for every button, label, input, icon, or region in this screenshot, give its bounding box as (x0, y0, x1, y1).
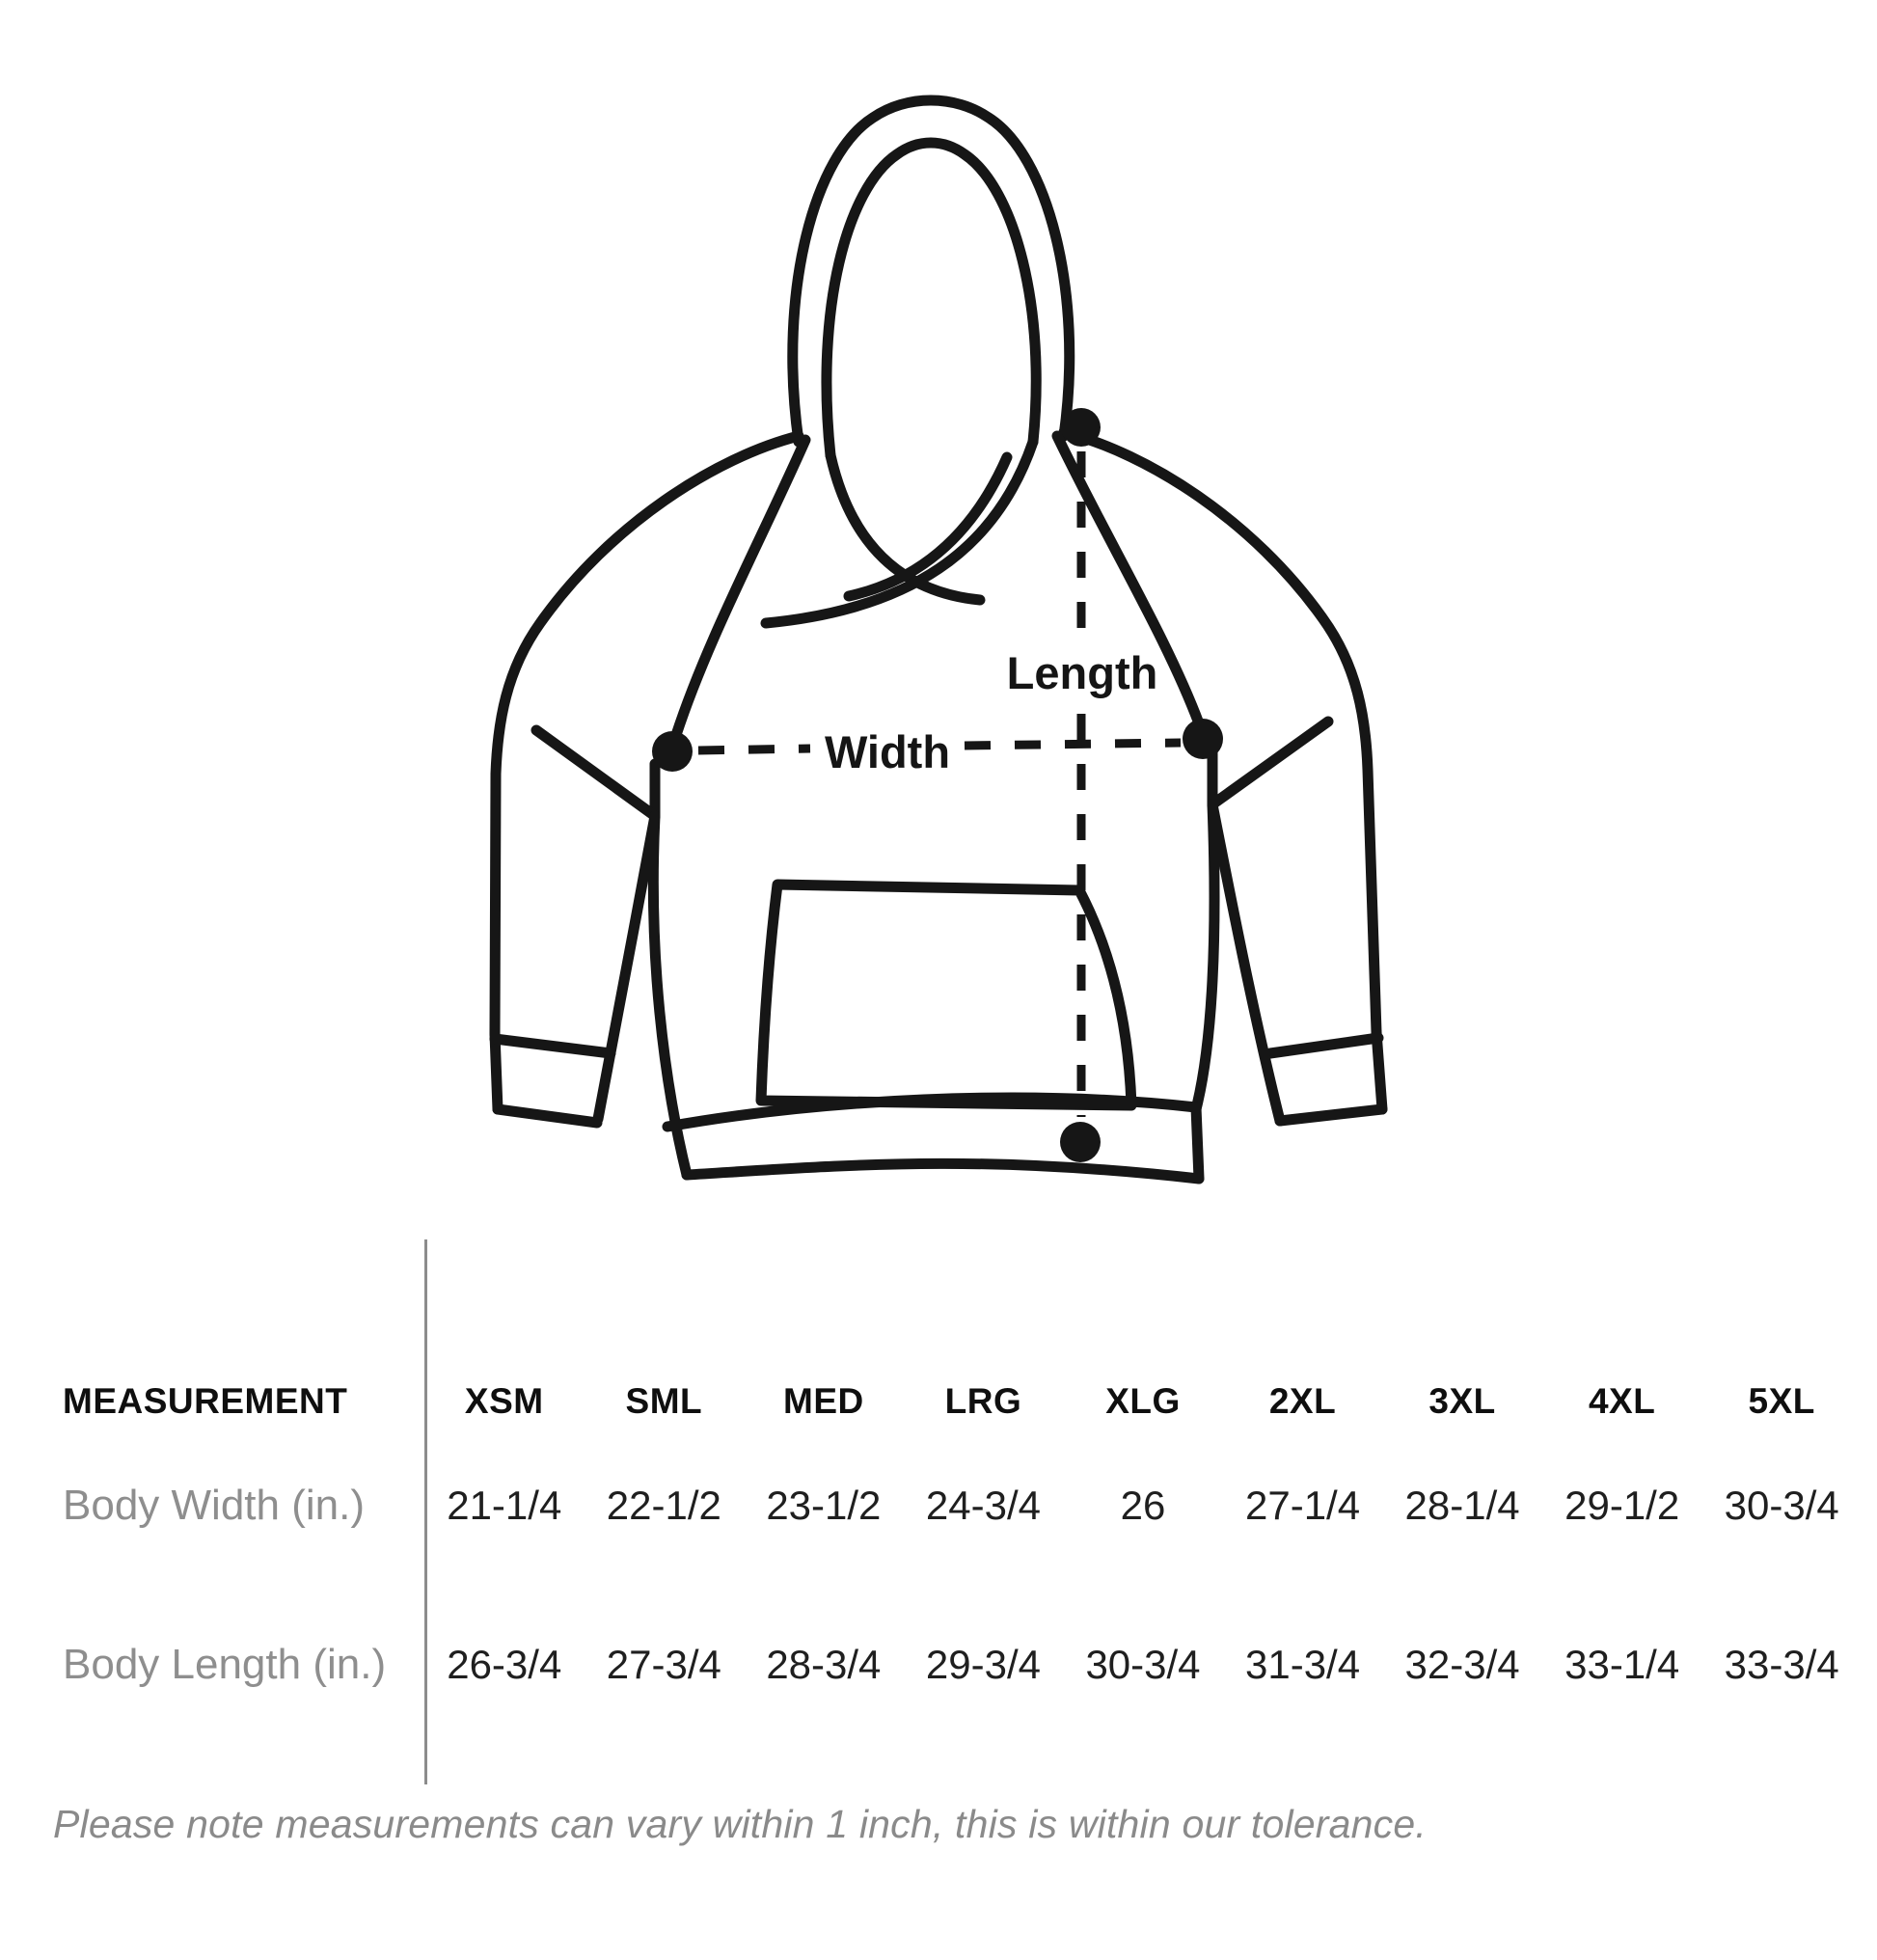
measurement-column-header: MEASUREMENT (63, 1381, 348, 1421)
left-raglan-seam (670, 434, 811, 741)
measurement-value: 26 (1120, 1482, 1166, 1528)
waistband-right-edge (1190, 1102, 1205, 1184)
right-underarm-seam (1207, 716, 1334, 810)
hem-measure-dot (1060, 1122, 1101, 1162)
left-sleeve-outer-line (489, 1028, 503, 1115)
right-body-side-line (1190, 799, 1220, 1115)
right-width-measure-dot (1183, 719, 1223, 759)
table-divider (424, 1239, 427, 1784)
size-table: MEASUREMENT XSM SML MED LRG XLG 2XL 3XL 4XL 5XL Bo… (53, 1348, 1862, 1773)
width-dimension-label: Width (825, 726, 950, 777)
left-cuff-bottom (492, 1103, 603, 1129)
width-dashed-line-left (697, 744, 811, 755)
size-column-header-sml: SML (625, 1381, 703, 1421)
neck-measure-dot (1062, 408, 1101, 447)
hood-flap-inner-line (843, 451, 1013, 602)
tolerance-note: Please note measurements can vary within… (53, 1802, 1427, 1846)
size-column-header-xsm: XSM (464, 1381, 544, 1421)
hood-flap-left-line (825, 449, 986, 606)
measurement-value: 26-3/4 (447, 1641, 562, 1687)
measurement-value: 33-3/4 (1724, 1641, 1839, 1687)
hoodie-diagram: Width Length (489, 95, 1388, 1184)
measurement-value: 33-1/4 (1564, 1641, 1680, 1687)
waistband-bottom-line (681, 1157, 1205, 1184)
measurement-value: 29-3/4 (925, 1641, 1041, 1687)
right-cuff-seam (1265, 1032, 1384, 1059)
left-underarm-seam (530, 724, 661, 822)
right-cuff-bottom (1274, 1103, 1388, 1127)
size-column-header-4xl: 4XL (1588, 1381, 1656, 1421)
measurement-value: 32-3/4 (1404, 1641, 1520, 1687)
measurement-value: 24-3/4 (925, 1482, 1041, 1528)
right-shoulder-line (1058, 426, 1382, 1038)
width-dashed-line-right (964, 738, 1182, 750)
measurement-value: 28-1/4 (1404, 1482, 1520, 1528)
measurement-annotations: Width Length (652, 408, 1223, 1162)
right-sleeve-outer-line (1371, 1026, 1388, 1115)
hood-flap-right-line (760, 436, 1039, 629)
kangaroo-pocket (755, 879, 1137, 1111)
left-body-side-line (647, 810, 693, 1181)
measurement-value: 21-1/4 (447, 1482, 562, 1528)
left-sleeve-inner-line (592, 810, 661, 1125)
measurement-value: 30-3/4 (1085, 1641, 1201, 1687)
size-column-header-3xl: 3XL (1428, 1381, 1496, 1421)
hood-inner-line (821, 137, 1042, 461)
size-column-header-2xl: 2XL (1268, 1381, 1337, 1421)
measurement-value: 29-1/2 (1564, 1482, 1680, 1528)
measurement-value: 30-3/4 (1724, 1482, 1839, 1528)
measurement-value: 31-3/4 (1245, 1641, 1361, 1687)
size-column-header-med: MED (783, 1381, 864, 1421)
hood-outer-line (787, 95, 1075, 448)
row-label-body-length: Body Length (in.) (63, 1640, 387, 1688)
measurement-value: 27-1/4 (1245, 1482, 1361, 1528)
length-dimension-label: Length (1007, 647, 1158, 698)
right-sleeve-inner-line (1207, 799, 1286, 1127)
measurement-value: 23-1/2 (766, 1482, 882, 1528)
row-label-body-width: Body Width (in.) (63, 1481, 365, 1529)
measurement-value: 28-3/4 (766, 1641, 882, 1687)
left-cuff-seam (489, 1033, 616, 1059)
measurement-value: 27-3/4 (606, 1641, 721, 1687)
left-width-measure-dot (652, 731, 693, 772)
left-shoulder-line (489, 430, 804, 1040)
size-column-header-lrg: LRG (944, 1381, 1022, 1421)
measurement-value: 22-1/2 (606, 1482, 721, 1528)
size-column-header-xlg: XLG (1105, 1381, 1181, 1421)
hoodie-outline (489, 95, 1388, 1184)
size-column-header-5xl: 5XL (1748, 1381, 1815, 1421)
